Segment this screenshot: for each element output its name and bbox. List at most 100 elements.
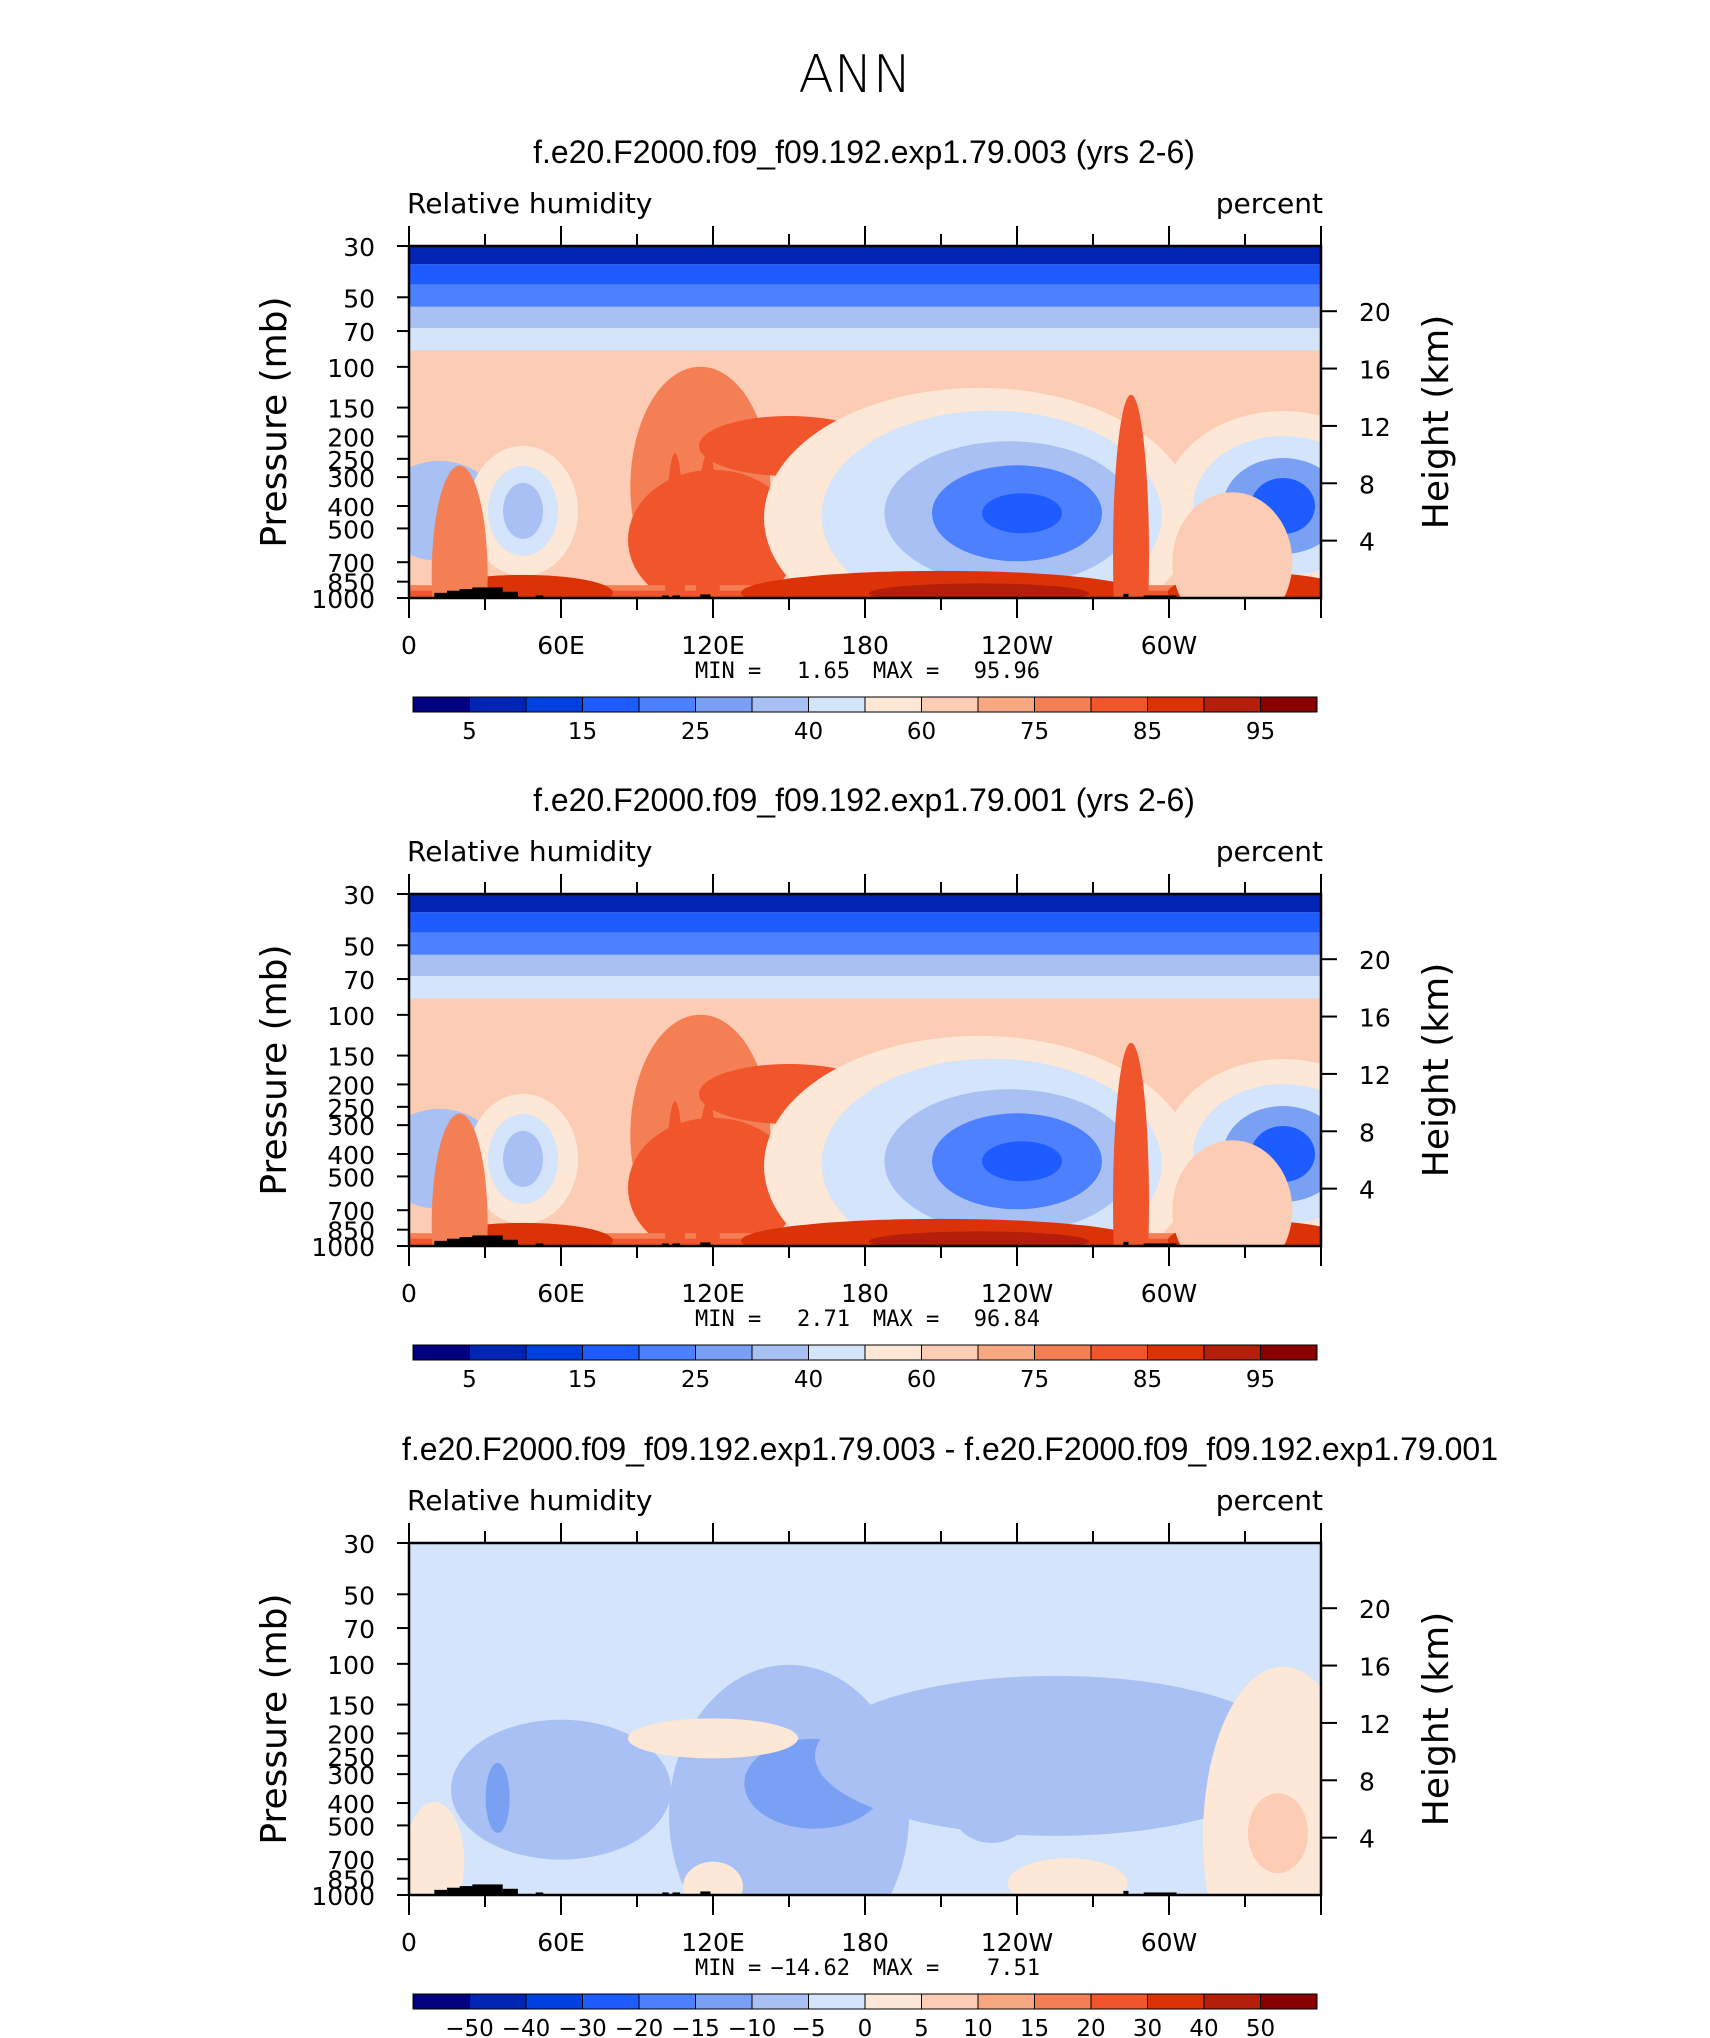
- colorbar-label: 15: [568, 1367, 597, 1393]
- contour-region: [695, 453, 720, 598]
- y-tick-label: 700: [327, 549, 375, 578]
- y-tick-label: 300: [327, 1761, 375, 1790]
- colorbar-swatch: [469, 696, 527, 713]
- colorbar-label: −40: [502, 2016, 551, 2038]
- height-tick-label: 8: [1359, 470, 1375, 499]
- min-label: MIN =: [695, 1307, 761, 1332]
- y-tick-label: 850: [327, 569, 375, 598]
- contour-region: [951, 1772, 1032, 1843]
- colorbar-swatch: [1034, 1993, 1092, 2010]
- y-tick-label: 70: [343, 318, 375, 347]
- colorbar-swatch: [525, 1993, 583, 2010]
- panel-3: f.e20.F2000.f09_f09.192.exp1.79.003 - f.…: [254, 1431, 1498, 2038]
- min-label: MIN =: [695, 659, 761, 684]
- colorbar-label: 15: [568, 719, 597, 745]
- y-tick-label: 30: [343, 1530, 375, 1559]
- colorbar-swatch: [1203, 696, 1261, 713]
- y-tick-label: 150: [327, 395, 375, 424]
- height-tick-label: 12: [1359, 413, 1391, 442]
- colorbar-label: 5: [462, 719, 477, 745]
- y-tick-label: 50: [343, 932, 375, 961]
- stratosphere-band: [409, 284, 1321, 307]
- colorbar-label: 75: [1020, 719, 1049, 745]
- colorbar-swatch: [1147, 1344, 1205, 1361]
- contour-region: [695, 1101, 720, 1246]
- x-tick-label: 180: [841, 1928, 889, 1957]
- colorbar-swatch: [412, 1344, 470, 1361]
- units-label: percent: [1216, 835, 1323, 868]
- y-tick-label: 50: [343, 284, 375, 313]
- max-value: 7.51: [987, 1956, 1040, 1981]
- x-tick-label: 120W: [981, 1279, 1053, 1308]
- colorbar-label: 95: [1246, 719, 1275, 745]
- colorbar-label: 0: [858, 2016, 873, 2038]
- colorbar-swatch: [1203, 1993, 1261, 2010]
- y-tick-label: 250: [327, 1743, 375, 1772]
- colorbar-swatch: [582, 1344, 640, 1361]
- colorbar-swatch: [1260, 696, 1318, 713]
- y-tick-label: 150: [327, 1043, 375, 1072]
- contour-region: [683, 1861, 743, 1895]
- contour-region: [982, 1141, 1063, 1182]
- colorbar-swatch: [412, 1993, 470, 2010]
- y-tick-label: 400: [327, 1790, 375, 1819]
- colorbar-label: 25: [681, 1367, 710, 1393]
- colorbar-label: 15: [1020, 2016, 1049, 2038]
- colorbar-swatch: [1147, 696, 1205, 713]
- colorbar-label: 5: [914, 2016, 929, 2038]
- terrain-mask: [434, 587, 1177, 598]
- colorbar-swatch: [638, 1344, 696, 1361]
- colorbar-swatch: [638, 1993, 696, 2010]
- y-tick-label: 850: [327, 1866, 375, 1895]
- colorbar-swatch: [977, 696, 1035, 713]
- y-tick-label: 250: [327, 1094, 375, 1123]
- contour-region: [503, 482, 543, 539]
- colorbar: 5 15 25 40 60 75 85 95: [412, 696, 1318, 745]
- contour-region: [1247, 1793, 1308, 1874]
- x-tick-label: 180: [841, 631, 889, 660]
- colorbar-swatch: [695, 1344, 753, 1361]
- x-tick-label: 60E: [537, 631, 585, 660]
- colorbar-swatch: [921, 696, 979, 713]
- colorbar-swatch: [751, 1993, 809, 2010]
- colorbar-label: 50: [1246, 2016, 1275, 2038]
- contour-region: [1113, 394, 1149, 598]
- colorbar-swatch: [1090, 1344, 1148, 1361]
- colorbar-swatch: [977, 1344, 1035, 1361]
- stratosphere-band: [409, 954, 1321, 977]
- colorbar-label: 40: [1189, 2016, 1218, 2038]
- colorbar-label: 5: [462, 1367, 477, 1393]
- contour-field: [409, 246, 1321, 598]
- colorbar-swatch: [808, 696, 866, 713]
- panel-title: f.e20.F2000.f09_f09.192.exp1.79.003 - f.…: [402, 1431, 1498, 1467]
- terrain-mask: [434, 1884, 1177, 1895]
- x-tick-label: 120E: [681, 1928, 745, 1957]
- colorbar-swatch: [751, 1344, 809, 1361]
- height-tick-label: 4: [1359, 528, 1375, 557]
- contour-region: [665, 453, 685, 598]
- colorbar: −50 −40 −30 −20 −15 −10 −5 0 5 10 15 20 30 40 50: [412, 1993, 1318, 2038]
- y-tick-label: 250: [327, 446, 375, 475]
- min-value: 1.65: [797, 659, 850, 684]
- x-tick-label: 120E: [681, 631, 745, 660]
- y-tick-label: 500: [327, 515, 375, 544]
- y-tick-label: 50: [343, 1581, 375, 1610]
- height-axis-title: Height (km): [1416, 963, 1457, 1177]
- colorbar-swatch: [1090, 696, 1148, 713]
- height-tick-label: 4: [1359, 1825, 1375, 1854]
- panel-2: f.e20.F2000.f09_f09.192.exp1.79.001 (yrs…: [254, 782, 1457, 1393]
- contour-region: [869, 583, 1089, 598]
- terrain-mask: [434, 1235, 1177, 1246]
- colorbar-swatch: [808, 1344, 866, 1361]
- variable-label: Relative humidity: [407, 1484, 652, 1517]
- colorbar-label: 60: [907, 719, 936, 745]
- x-axis-ticks: 0 60E 120E 180 120W 60W: [401, 874, 1322, 1308]
- x-tick-label: 180: [841, 1279, 889, 1308]
- y-axis-title: Pressure (mb): [254, 1593, 295, 1844]
- contour-region: [1007, 1858, 1128, 1895]
- colorbar-swatch: [864, 1993, 922, 2010]
- x-tick-label: 60E: [537, 1928, 585, 1957]
- contour-region: [869, 1231, 1089, 1246]
- min-max-stats: MIN = 2.71 MAX = 96.84: [695, 1307, 1040, 1332]
